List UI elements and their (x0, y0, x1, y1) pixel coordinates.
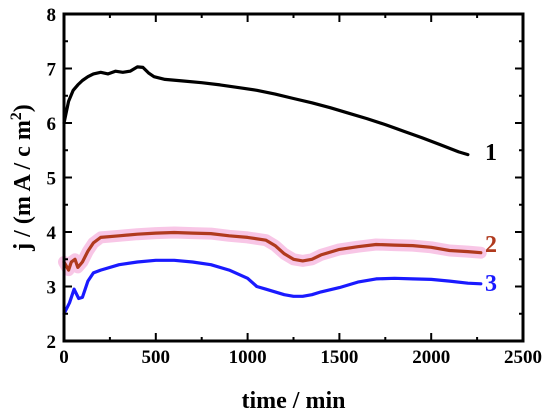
y-tick-label: 5 (47, 169, 57, 190)
x-tick-label: 1000 (229, 347, 267, 368)
y-tick-label: 3 (47, 278, 57, 299)
x-tick-label: 500 (142, 347, 171, 368)
y-tick-label: 4 (47, 223, 57, 244)
y-tick-label: 8 (47, 5, 57, 26)
series-1-label: 1 (485, 140, 497, 166)
y-axis-title-sup: 2 (8, 112, 25, 120)
x-tick-label: 0 (59, 347, 69, 368)
y-tick-label: 7 (47, 60, 57, 81)
x-tick-label: 2500 (504, 347, 542, 368)
series-3-label: 3 (485, 271, 497, 297)
series-2-label: 2 (485, 232, 497, 258)
series-labels: 1 2 3 (485, 140, 497, 297)
series-lines (62, 65, 483, 316)
y-axis-title-suffix: ) (10, 104, 36, 112)
series-2-line (62, 230, 483, 272)
series-1-line (62, 65, 470, 157)
plot-frame (62, 12, 525, 343)
series-3-line (62, 258, 483, 316)
axis-ticks (63, 13, 524, 342)
y-axis-title-prefix: j / (m A / c m (10, 120, 36, 252)
y-tick-label: 2 (47, 332, 57, 353)
y-tick-label: 6 (47, 114, 57, 135)
y-axis-title: j / (m A / c m2) (8, 104, 36, 252)
x-tick-label: 2000 (412, 347, 450, 368)
x-tick-label: 1500 (320, 347, 358, 368)
tick-labels: 0 500 1000 1500 2000 2500 2 3 4 5 6 7 8 (47, 5, 543, 368)
x-axis-title: time / min (242, 388, 346, 414)
